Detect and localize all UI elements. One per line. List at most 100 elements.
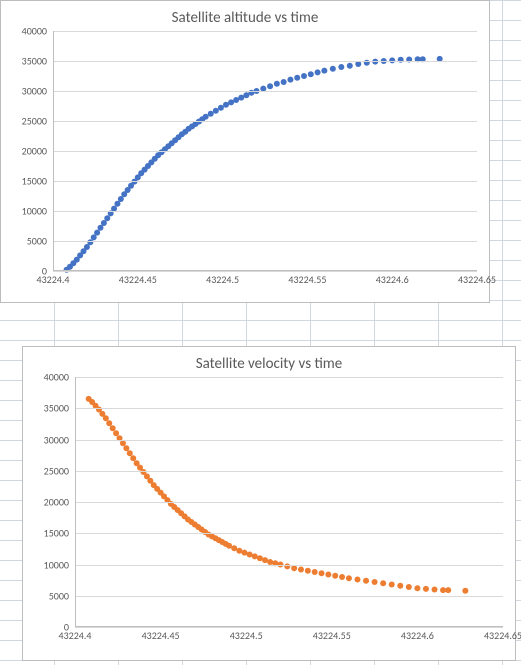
gridline: [75, 440, 503, 441]
data-point: [243, 92, 249, 98]
y-tick-label: 35000: [44, 402, 69, 415]
altitude-x-axis: 43224.443224.4543224.543224.5543224.6432…: [53, 271, 477, 291]
data-point: [274, 81, 280, 87]
gridline: [53, 151, 477, 152]
x-tick-label: 43224.55: [288, 273, 326, 286]
data-point: [332, 573, 338, 579]
data-point: [238, 95, 244, 101]
y-tick-label: 40000: [22, 25, 47, 38]
data-point: [389, 582, 395, 588]
data-point: [113, 430, 119, 436]
y-tick-label: 30000: [44, 433, 69, 446]
data-point: [226, 543, 232, 549]
gridline: [53, 61, 477, 62]
data-point: [301, 73, 307, 79]
gridline: [75, 471, 503, 472]
gridline: [75, 533, 503, 534]
y-tick-label: 10000: [44, 558, 69, 571]
velocity-chart-title: Satellite velocity vs time: [23, 347, 515, 377]
data-point: [203, 114, 209, 120]
data-point: [363, 578, 369, 584]
data-point: [354, 577, 360, 583]
data-point: [267, 83, 273, 89]
gridline: [53, 31, 477, 32]
data-point: [372, 579, 378, 585]
gridline: [75, 596, 503, 597]
data-point: [241, 550, 247, 556]
velocity-plot-inner: [75, 377, 503, 627]
data-point: [247, 552, 253, 558]
data-point: [223, 102, 229, 108]
data-point: [208, 111, 214, 117]
y-tick-label: 40000: [44, 371, 69, 384]
gridline: [53, 91, 477, 92]
gridline: [53, 241, 477, 242]
x-tick-label: 43224.5: [230, 629, 263, 642]
data-point: [294, 75, 300, 81]
gridline: [75, 502, 503, 503]
x-tick-label: 43224.6: [401, 629, 434, 642]
data-point: [281, 79, 287, 85]
data-point: [397, 583, 403, 589]
data-point: [120, 440, 126, 446]
data-point: [218, 105, 224, 111]
data-point: [110, 425, 116, 431]
data-point: [440, 587, 446, 593]
data-point: [325, 572, 331, 578]
y-tick-label: 20000: [22, 145, 47, 158]
x-tick-label: 43224.65: [458, 273, 496, 286]
data-point: [291, 565, 297, 571]
y-tick-label: 25000: [22, 115, 47, 128]
data-point: [228, 99, 234, 105]
data-point: [233, 97, 239, 103]
x-tick-label: 43224.45: [142, 629, 180, 642]
data-point: [380, 580, 386, 586]
data-point: [414, 585, 420, 591]
y-tick-label: 20000: [44, 496, 69, 509]
altitude-chart: Satellite altitude vs time 0500010000150…: [0, 0, 490, 303]
data-point: [319, 570, 325, 576]
data-point: [330, 66, 336, 72]
data-point: [236, 548, 242, 554]
x-tick-label: 43224.55: [313, 629, 351, 642]
x-tick-label: 43224.6: [376, 273, 409, 286]
y-tick-label: 5000: [27, 235, 47, 248]
gridline: [75, 565, 503, 566]
velocity-y-axis: 0500010000150002000025000300003500040000: [27, 377, 75, 627]
y-tick-label: 30000: [22, 85, 47, 98]
data-point: [346, 575, 352, 581]
data-point: [339, 574, 345, 580]
data-point: [423, 586, 429, 592]
x-tick-label: 43224.4: [37, 273, 70, 286]
gridline: [53, 211, 477, 212]
gridline: [53, 121, 477, 122]
y-tick-label: 25000: [44, 464, 69, 477]
velocity-plot-area: 0500010000150002000025000300003500040000…: [27, 377, 511, 647]
altitude-chart-title: Satellite altitude vs time: [1, 1, 489, 31]
y-tick-label: 10000: [22, 205, 47, 218]
x-tick-label: 43224.65: [484, 629, 521, 642]
data-point: [262, 557, 268, 563]
data-point: [315, 69, 321, 75]
data-point: [252, 553, 258, 559]
x-tick-label: 43224.45: [119, 273, 157, 286]
data-point: [130, 455, 136, 461]
gridline: [53, 181, 477, 182]
data-point: [287, 77, 293, 83]
altitude-y-axis: 0500010000150002000025000300003500040000: [5, 31, 53, 271]
data-point: [432, 587, 438, 593]
data-point: [462, 588, 468, 594]
data-point: [298, 567, 304, 573]
velocity-x-axis: 43224.443224.4543224.543224.5543224.6432…: [75, 627, 503, 647]
data-point: [338, 64, 344, 70]
altitude-plot-area: 0500010000150002000025000300003500040000…: [5, 31, 485, 291]
gridline: [75, 377, 503, 378]
data-point: [103, 415, 109, 421]
velocity-chart: Satellite velocity vs time 0500010000150…: [22, 346, 516, 661]
data-point: [257, 555, 263, 561]
y-tick-label: 15000: [44, 527, 69, 540]
y-axis-line: [75, 377, 76, 627]
data-point: [321, 68, 327, 74]
data-point: [123, 445, 129, 451]
data-point: [406, 584, 412, 590]
